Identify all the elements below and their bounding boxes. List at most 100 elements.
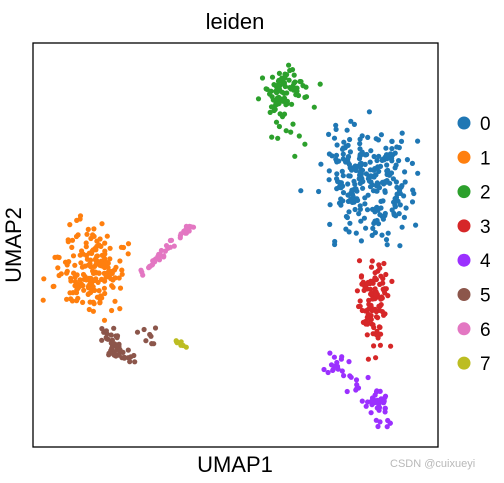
point-cluster-6 [158, 247, 164, 254]
point-cluster-0 [347, 149, 353, 155]
point-cluster-0 [385, 167, 391, 173]
point-cluster-0 [357, 152, 363, 158]
point-cluster-4 [331, 354, 337, 360]
point-cluster-1 [101, 317, 108, 323]
point-cluster-0 [398, 138, 405, 144]
point-cluster-0 [372, 230, 378, 236]
point-cluster-5 [127, 359, 133, 365]
point-cluster-0 [397, 243, 403, 249]
point-cluster-1 [107, 256, 113, 262]
point-cluster-0 [383, 145, 389, 151]
point-cluster-1 [74, 281, 80, 287]
point-cluster-1 [83, 240, 89, 246]
point-cluster-4 [377, 388, 383, 394]
point-cluster-1 [97, 299, 103, 305]
point-cluster-5 [141, 326, 147, 333]
point-cluster-0 [358, 238, 364, 244]
point-cluster-0 [387, 180, 393, 186]
point-cluster-4 [369, 395, 376, 401]
point-cluster-1 [69, 244, 75, 250]
point-cluster-0 [396, 145, 402, 151]
point-cluster-3 [389, 278, 395, 284]
point-cluster-0 [387, 151, 394, 157]
point-cluster-2 [283, 128, 289, 134]
point-cluster-0 [348, 118, 354, 124]
point-cluster-0 [402, 179, 408, 185]
point-cluster-0 [382, 188, 388, 194]
point-cluster-0 [346, 229, 352, 235]
point-cluster-1 [72, 262, 78, 268]
point-cluster-5 [109, 345, 115, 351]
point-cluster-0 [409, 199, 416, 205]
point-cluster-6 [156, 257, 163, 263]
point-cluster-2 [271, 82, 277, 88]
point-cluster-1 [98, 293, 104, 299]
point-cluster-0 [349, 167, 355, 173]
point-cluster-1 [65, 237, 71, 243]
point-cluster-1 [116, 275, 122, 281]
point-cluster-3 [376, 307, 382, 313]
legend-marker-1 [457, 150, 471, 164]
point-cluster-1 [81, 287, 87, 293]
point-cluster-3 [356, 258, 363, 264]
point-cluster-1 [90, 284, 96, 290]
point-cluster-0 [351, 121, 357, 127]
point-cluster-0 [413, 222, 419, 228]
point-cluster-2 [273, 88, 279, 94]
point-cluster-4 [384, 424, 390, 430]
point-cluster-6 [138, 267, 144, 273]
point-cluster-1 [86, 291, 92, 297]
point-cluster-0 [373, 172, 379, 178]
point-cluster-5 [99, 337, 105, 343]
point-cluster-0 [374, 157, 380, 164]
point-cluster-1 [94, 253, 100, 259]
point-cluster-0 [340, 190, 347, 196]
point-cluster-4 [325, 369, 331, 376]
point-cluster-1 [69, 298, 75, 304]
point-cluster-3 [359, 281, 365, 287]
point-cluster-1 [99, 276, 105, 282]
point-cluster-4 [359, 398, 365, 404]
point-cluster-0 [334, 171, 340, 177]
point-cluster-1 [78, 260, 84, 266]
y-axis-label: UMAP2 [1, 207, 26, 283]
series-7-points [173, 338, 189, 350]
point-cluster-0 [394, 184, 400, 190]
point-cluster-0 [341, 139, 347, 145]
point-cluster-0 [392, 204, 398, 210]
point-cluster-2 [259, 75, 266, 81]
point-cluster-5 [104, 336, 110, 342]
point-cluster-1 [69, 237, 76, 243]
point-cluster-5 [108, 332, 114, 338]
point-cluster-4 [353, 377, 360, 383]
point-cluster-2 [311, 104, 317, 110]
point-cluster-0 [376, 153, 382, 159]
point-cluster-3 [360, 319, 366, 325]
series-1-points [40, 213, 132, 323]
point-cluster-5 [111, 325, 117, 331]
point-cluster-3 [371, 343, 377, 349]
point-cluster-6 [177, 235, 183, 241]
point-cluster-4 [354, 382, 360, 388]
point-cluster-1 [50, 283, 56, 290]
point-cluster-0 [350, 193, 356, 199]
point-cluster-0 [374, 217, 380, 224]
point-cluster-0 [389, 146, 395, 152]
point-cluster-0 [334, 159, 340, 165]
point-cluster-4 [353, 387, 359, 393]
point-cluster-4 [339, 354, 345, 360]
point-cluster-0 [362, 161, 368, 167]
point-cluster-3 [364, 332, 370, 338]
point-cluster-5 [134, 329, 141, 335]
point-cluster-2 [292, 153, 298, 159]
point-cluster-1 [71, 270, 77, 276]
point-cluster-0 [366, 109, 372, 115]
point-cluster-2 [317, 81, 323, 87]
point-cluster-2 [291, 72, 297, 78]
point-cluster-2 [300, 83, 306, 89]
point-cluster-4 [374, 405, 380, 411]
point-cluster-1 [117, 258, 123, 264]
point-cluster-3 [383, 271, 389, 278]
point-cluster-4 [380, 399, 386, 406]
point-cluster-1 [87, 299, 93, 305]
